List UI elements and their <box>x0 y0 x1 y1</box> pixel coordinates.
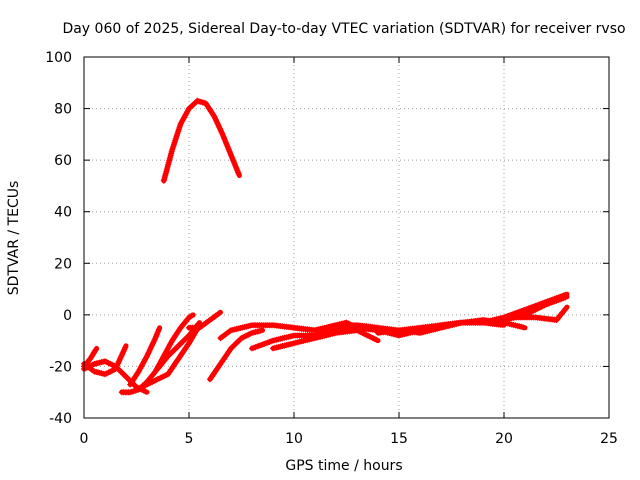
data-point-marker <box>182 336 189 343</box>
plot-frame <box>83 56 610 419</box>
x-tick-label: 20 <box>495 431 513 447</box>
data-point-marker <box>124 375 131 381</box>
data-point-marker <box>174 344 181 351</box>
axis-ticks: 0 5 10 15 20 25 -40 -20 0 20 40 60 80 100 <box>45 50 618 447</box>
data-point-marker <box>92 346 99 353</box>
data-point-marker <box>188 103 195 109</box>
data-point-marker <box>166 351 173 358</box>
y-tick-label: -20 <box>49 359 72 375</box>
data-point-marker <box>191 100 198 107</box>
data-point-marker <box>520 324 527 331</box>
data-point-marker <box>176 341 183 348</box>
y-tick-label: -40 <box>49 411 72 427</box>
data-point-marker <box>562 294 569 301</box>
y-tick-label: 40 <box>54 205 72 221</box>
data-point-marker <box>229 344 236 351</box>
data-point-marker <box>187 313 194 320</box>
data-point-marker <box>122 344 129 351</box>
y-tick-label: 100 <box>45 50 72 66</box>
data-point-marker <box>237 336 244 343</box>
y-tick-label: 20 <box>54 256 72 272</box>
data-point-marker <box>172 345 179 352</box>
data-point-marker <box>499 321 506 328</box>
data-point-marker <box>183 335 190 342</box>
data-point-marker <box>190 101 197 108</box>
data-point-marker <box>170 348 177 354</box>
series-arc-10 <box>207 327 265 383</box>
data-point-marker <box>233 340 240 347</box>
x-tick-label: 15 <box>390 431 408 447</box>
data-point-marker <box>230 342 237 349</box>
data-point-marker <box>561 307 568 313</box>
series-arc-8 <box>160 97 242 184</box>
y-axis-label: SDTVAR / TECUs <box>6 181 22 296</box>
series-arc-13 <box>270 327 381 352</box>
data-point-marker <box>187 104 194 111</box>
data-point-marker <box>178 340 185 347</box>
grid-lines <box>84 57 609 418</box>
data-point-marker <box>186 105 192 112</box>
data-point-marker <box>231 341 238 348</box>
chart-title: Day 060 of 2025, Sidereal Day-to-day VTE… <box>62 21 625 37</box>
data-point-marker <box>155 326 162 333</box>
plot-area <box>81 97 570 396</box>
data-point-marker <box>117 368 124 375</box>
series-arc-9 <box>186 309 223 331</box>
data-point-marker <box>188 312 195 319</box>
data-point-marker <box>228 345 234 352</box>
y-tick-label: 60 <box>54 153 72 169</box>
data-point-marker <box>171 346 178 353</box>
series-arc-5 <box>127 325 163 388</box>
series-arc-20 <box>511 304 570 323</box>
x-tick-label: 5 <box>185 431 194 447</box>
data-point-marker <box>165 353 171 360</box>
x-tick-label: 10 <box>285 431 303 447</box>
x-tick-label: 25 <box>600 431 618 447</box>
y-tick-label: 0 <box>63 308 72 324</box>
data-point-marker <box>216 310 222 317</box>
x-axis-label: GPS time / hours <box>285 458 402 474</box>
data-point-marker <box>119 369 126 376</box>
data-point-marker <box>123 373 129 380</box>
data-point-marker <box>373 336 380 343</box>
data-point-marker <box>235 170 242 177</box>
data-point-marker <box>175 342 182 349</box>
y-tick-label: 80 <box>54 102 72 118</box>
data-point-marker <box>91 348 98 355</box>
series-arc-3 <box>81 345 100 370</box>
data-point-marker <box>562 305 569 312</box>
data-point-marker <box>257 327 264 334</box>
data-point-marker <box>142 388 149 395</box>
x-tick-label: 0 <box>80 431 89 447</box>
